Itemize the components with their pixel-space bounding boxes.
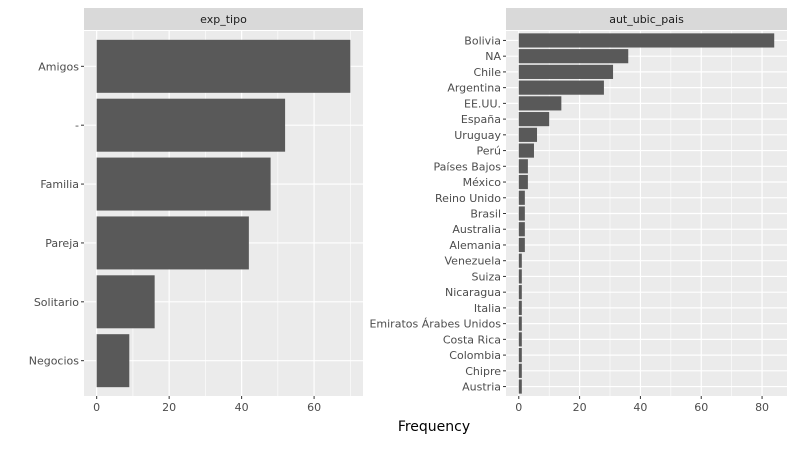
bar-colombia: [518, 348, 522, 363]
y-tick-label: Costa Rica: [443, 333, 501, 346]
x-tick-label: 20: [573, 401, 587, 414]
y-tick-label: Amigos: [38, 60, 79, 73]
bar-alemania: [518, 237, 525, 253]
y-tick-label: Brasil: [470, 208, 501, 221]
y-tick-label: -: [75, 119, 79, 132]
y-tick-label: Nicaragua: [445, 286, 501, 299]
y-tick-label: España: [461, 113, 501, 126]
y-tick-label: Bolivia: [464, 34, 501, 47]
bar-venezuela: [518, 253, 522, 268]
bar-amigos: [96, 39, 351, 93]
bar-espana: [518, 112, 550, 127]
y-tick-label: Perú: [476, 145, 501, 158]
facet-strip: [506, 8, 787, 30]
y-tick-label: Argentina: [447, 82, 501, 95]
bar-brasil: [518, 206, 525, 221]
bar-austria: [518, 379, 522, 394]
bar-bolivia: [518, 33, 775, 48]
bar-familia: [96, 157, 271, 211]
y-tick-label: México: [463, 176, 502, 189]
y-tick-label: Negocios: [29, 355, 80, 368]
bar-costa-rica: [518, 332, 522, 347]
bar-australia: [518, 222, 525, 237]
y-tick-label: Solitario: [34, 296, 79, 309]
bar-negocios: [96, 334, 130, 388]
bar-reino-unido: [518, 190, 525, 205]
facet-strip-label: exp_tipo: [200, 13, 247, 26]
y-tick-label: Italia: [474, 302, 501, 315]
x-tick-label: 0: [515, 401, 522, 414]
y-tick-label: Familia: [40, 178, 79, 191]
x-tick-label: 80: [755, 401, 769, 414]
facet-strip-label: aut_ubic_pais: [609, 13, 684, 26]
bar-mexico: [518, 174, 528, 190]
y-tick-label: Austria: [462, 381, 501, 394]
bar-na: [518, 49, 629, 64]
y-tick-label: Chile: [473, 66, 501, 79]
x-axis-title: Frequency: [398, 419, 470, 435]
panel-aut-ubic-pais: aut_ubic_pais 0 20 40 60 80 Bolivia NA Chile Arge…: [369, 8, 787, 414]
facet-strip: [84, 8, 363, 30]
bar-solitario: [96, 275, 155, 329]
x-tick-label: 60: [694, 401, 708, 414]
y-tick-label: Reino Unido: [435, 192, 501, 205]
y-tick-label: Venezuela: [445, 255, 502, 268]
bar-ee-uu: [518, 96, 562, 111]
y-tick-label: Colombia: [449, 349, 501, 362]
bar-peru: [518, 143, 534, 158]
bar-nicaragua: [518, 285, 522, 300]
bar-emiratos-arabes-unidos: [518, 316, 522, 331]
x-tick-label: 0: [93, 401, 100, 414]
bar-chile: [518, 64, 614, 79]
y-tick-label: Países Bajos: [434, 160, 502, 173]
y-tick-label: Suiza: [471, 270, 501, 283]
bar-italia: [518, 300, 522, 315]
bar-dash: [96, 98, 286, 152]
x-tick-label: 20: [162, 401, 176, 414]
panel-exp-tipo: exp_tipo 0 20 40 60 Amigos - Familia Pareja Solit…: [29, 8, 363, 414]
x-tick-label: 60: [307, 401, 321, 414]
bar-argentina: [518, 80, 604, 95]
y-tick-label: Uruguay: [454, 129, 501, 142]
bar-paises-bajos: [518, 159, 528, 174]
y-tick-label: EE.UU.: [464, 97, 501, 110]
y-tick-label: NA: [485, 50, 501, 63]
y-tick-label: Australia: [452, 223, 501, 236]
y-tick-label: Pareja: [45, 237, 79, 250]
bar-suiza: [518, 269, 522, 284]
x-tick-label: 40: [235, 401, 249, 414]
bar-pareja: [96, 216, 249, 270]
y-tick-label: Emiratos Árabes Unidos: [369, 318, 501, 331]
y-tick-label: Alemania: [449, 239, 501, 252]
x-tick-label: 40: [633, 401, 647, 414]
bar-chipre: [518, 363, 522, 378]
y-tick-label: Chipre: [465, 365, 501, 378]
bar-uruguay: [518, 127, 538, 142]
